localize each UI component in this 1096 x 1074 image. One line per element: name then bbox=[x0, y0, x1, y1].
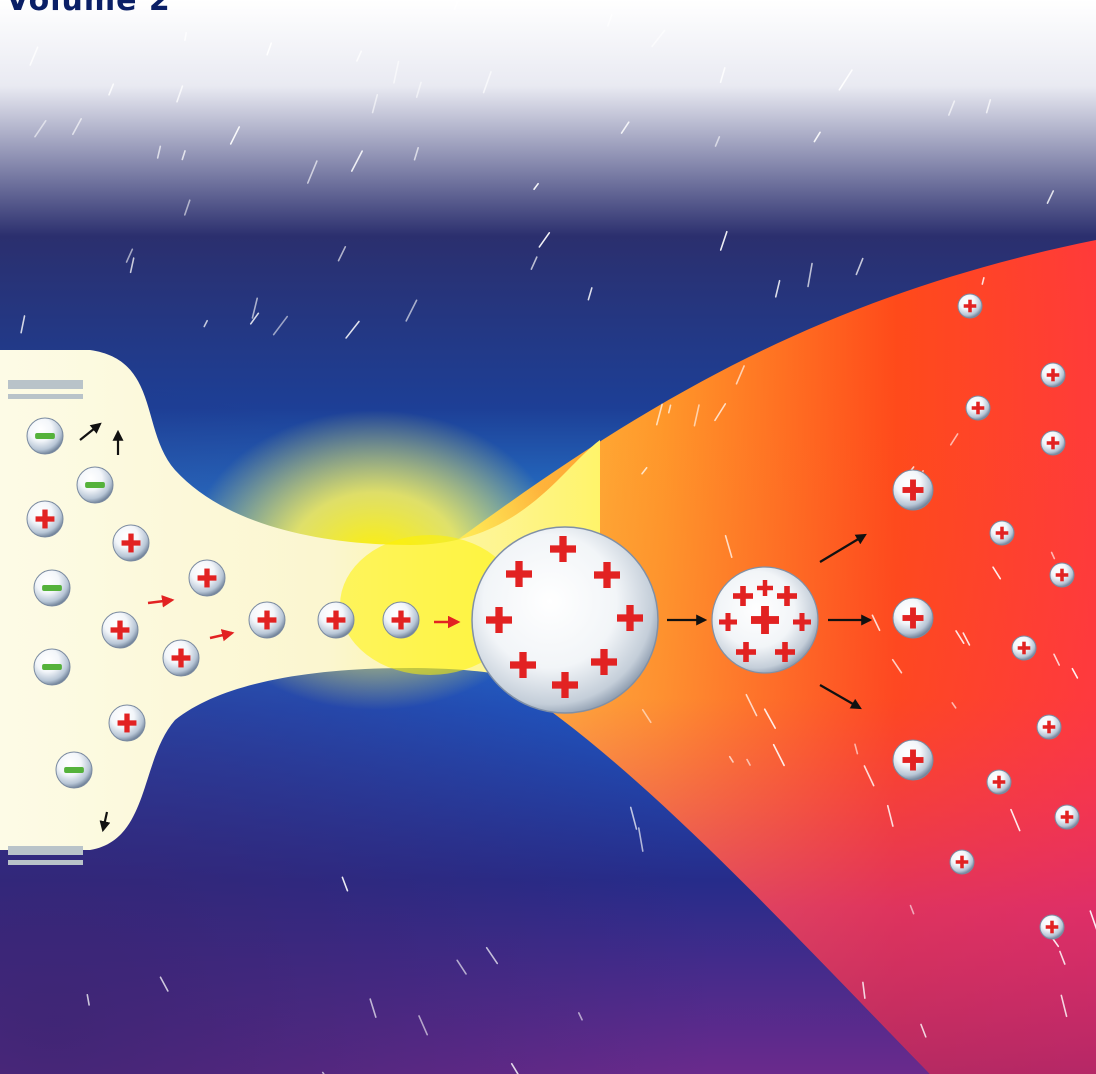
positive-ion-icon bbox=[1049, 562, 1075, 588]
arrow-icon bbox=[147, 595, 175, 608]
positive-ion-icon bbox=[188, 559, 226, 597]
positive-ion-icon bbox=[892, 739, 934, 781]
positive-ion-icon bbox=[1040, 362, 1066, 388]
positive-ion-icon bbox=[248, 601, 286, 639]
positive-ion-icon bbox=[1039, 914, 1065, 940]
negative-ion-icon bbox=[26, 417, 64, 455]
electrode-plate-icon bbox=[8, 380, 83, 399]
positive-ion-icon bbox=[162, 639, 200, 677]
negative-ion-icon bbox=[33, 648, 71, 686]
positive-ion-icon bbox=[986, 769, 1012, 795]
charged-droplet-small bbox=[711, 566, 819, 674]
positive-ion-icon bbox=[989, 520, 1015, 546]
positive-ion-icon bbox=[957, 293, 983, 319]
positive-ion-icon bbox=[892, 469, 934, 511]
electrode-plate-icon bbox=[8, 846, 83, 865]
positive-ion-icon bbox=[965, 395, 991, 421]
positive-ion-icon bbox=[892, 597, 934, 639]
positive-ion-icon bbox=[382, 601, 420, 639]
arrow-icon bbox=[209, 629, 235, 642]
negative-ion-icon bbox=[33, 569, 71, 607]
positive-ion-icon bbox=[1011, 635, 1037, 661]
negative-ion-icon bbox=[55, 751, 93, 789]
charged-droplet-large bbox=[471, 526, 659, 714]
spray-nozzle bbox=[0, 350, 600, 850]
positive-ion-icon bbox=[26, 500, 64, 538]
arrow-icon bbox=[99, 811, 111, 833]
positive-ion-icon bbox=[1054, 804, 1080, 830]
positive-ion-icon bbox=[1040, 430, 1066, 456]
arrow-icon bbox=[79, 422, 102, 441]
arrow-icon bbox=[819, 533, 867, 563]
positive-ion-icon bbox=[112, 524, 150, 562]
negative-ion-icon bbox=[76, 466, 114, 504]
ion-particles bbox=[26, 293, 1080, 940]
positive-ion-icon bbox=[1036, 714, 1062, 740]
positive-ion-icon bbox=[317, 601, 355, 639]
positive-ion-icon bbox=[949, 849, 975, 875]
masthead-title: Volume 2 bbox=[6, 0, 171, 18]
arrow-icon bbox=[819, 684, 862, 710]
positive-ion-icon bbox=[108, 704, 146, 742]
flow-arrows bbox=[79, 422, 873, 833]
positive-ion-icon bbox=[101, 611, 139, 649]
